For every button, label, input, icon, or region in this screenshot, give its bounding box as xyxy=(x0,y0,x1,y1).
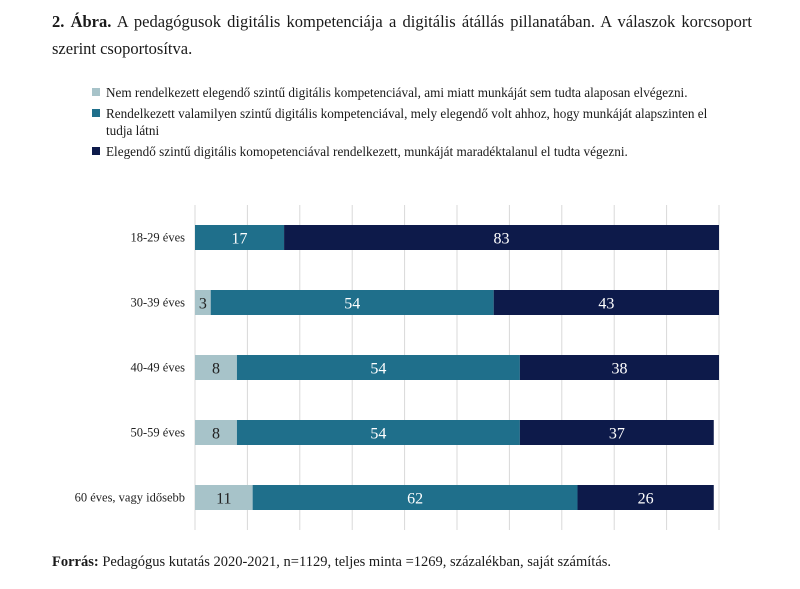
bar-segment xyxy=(195,420,237,445)
data-label: 54 xyxy=(370,361,386,378)
legend-item-1: Rendelkezett valamilyen szintű digitális… xyxy=(92,105,732,139)
bar-segment xyxy=(195,355,237,380)
category-label: 30-39 éves xyxy=(131,296,186,310)
data-label: 62 xyxy=(407,491,423,508)
chart-legend: Nem rendelkezett elegendő szintű digitál… xyxy=(92,84,732,164)
data-label: 26 xyxy=(638,491,654,508)
bar-segment xyxy=(195,225,285,250)
category-label: 18-29 éves xyxy=(131,231,186,245)
legend-swatch-2 xyxy=(92,147,100,155)
category-label: 50-59 éves xyxy=(131,426,186,440)
bar-segment xyxy=(577,485,714,510)
data-label: 54 xyxy=(344,296,360,313)
data-label: 3 xyxy=(199,296,207,313)
bar-segment xyxy=(284,225,719,250)
figure-caption-text: A pedagógusok digitális kompetenciája a … xyxy=(52,12,752,58)
legend-item-0: Nem rendelkezett elegendő szintű digitál… xyxy=(92,84,732,101)
data-label: 54 xyxy=(370,426,386,443)
data-label: 8 xyxy=(212,426,220,443)
category-label: 60 éves, vagy idősebb xyxy=(75,491,185,505)
bar-segment xyxy=(493,290,719,315)
data-label: 43 xyxy=(598,296,614,313)
data-label: 38 xyxy=(611,361,627,378)
legend-label-1: Rendelkezett valamilyen szintű digitális… xyxy=(106,106,708,138)
data-label: 83 xyxy=(494,231,510,248)
bar-segment xyxy=(519,355,719,380)
source-text: Pedagógus kutatás 2020-2021, n=1129, tel… xyxy=(102,554,612,570)
data-label: 37 xyxy=(609,426,625,443)
bar-segment xyxy=(195,290,211,315)
data-label: 17 xyxy=(232,231,248,248)
bar-segment xyxy=(195,485,253,510)
bar-segment xyxy=(236,420,520,445)
figure-caption: 2. Ábra. A pedagógusok digitális kompete… xyxy=(52,8,752,62)
legend-swatch-1 xyxy=(92,109,100,117)
legend-item-2: Elegendő szintű digitális komopetenciáva… xyxy=(92,143,732,160)
legend-label-2: Elegendő szintű digitális komopetenciáva… xyxy=(106,144,628,159)
legend-swatch-0 xyxy=(92,88,100,96)
category-label: 40-49 éves xyxy=(131,361,186,375)
figure-number: 2. Ábra. xyxy=(52,12,112,31)
bar-segment xyxy=(252,485,578,510)
data-label: 11 xyxy=(216,491,231,508)
legend-label-0: Nem rendelkezett elegendő szintű digitál… xyxy=(106,85,688,100)
bar-segment xyxy=(210,290,494,315)
bar-segment xyxy=(236,355,520,380)
bar-segment xyxy=(519,420,714,445)
source-label: Forrás: xyxy=(52,554,99,570)
source-note: Forrás: Pedagógus kutatás 2020-2021, n=1… xyxy=(52,552,611,572)
data-label: 8 xyxy=(212,361,220,378)
